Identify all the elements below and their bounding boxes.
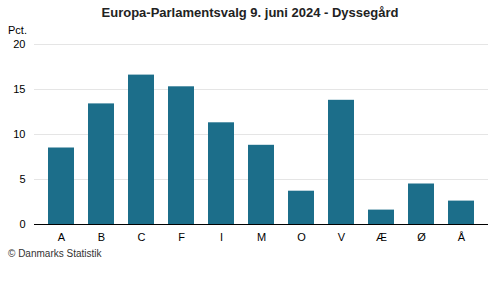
svg-text:10: 10 — [13, 128, 25, 140]
svg-text:O: O — [297, 231, 306, 243]
html-text:© Danmarks Statistik: © Danmarks Statistik — [8, 248, 102, 259]
svg-text:15: 15 — [13, 83, 25, 95]
html-text:Europa-Parlamentsvalg 9. juni: Europa-Parlamentsvalg 9. juni 2024 - Dys… — [101, 5, 399, 20]
html-text:Pct.: Pct. — [8, 24, 27, 36]
svg-text:C: C — [138, 231, 146, 243]
svg-text:Å: Å — [458, 231, 466, 243]
svg-text:B: B — [98, 231, 105, 243]
svg-text:I: I — [220, 231, 223, 243]
svg-text:A: A — [58, 231, 66, 243]
svg-text:M: M — [257, 231, 266, 243]
svg-text:Æ: Æ — [376, 231, 387, 243]
svg-text:5: 5 — [19, 173, 25, 185]
svg-text:Ø: Ø — [417, 231, 426, 243]
svg-text:0: 0 — [19, 218, 25, 230]
svg-text:V: V — [338, 231, 346, 243]
svg-text:F: F — [178, 231, 185, 243]
svg-text:20: 20 — [13, 38, 25, 50]
